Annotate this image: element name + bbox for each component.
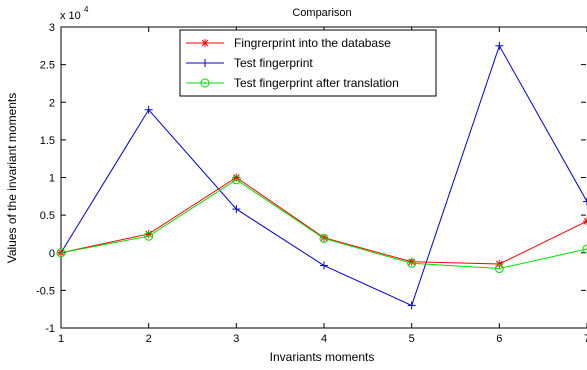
y-tick-label: 0.5 xyxy=(40,210,55,222)
plus-marker xyxy=(495,41,504,50)
x-tick-label: 5 xyxy=(409,333,415,345)
series-3 xyxy=(56,175,587,274)
circle-marker xyxy=(582,244,587,254)
y-tick-label: 2.5 xyxy=(40,60,55,72)
x-tick-label: 6 xyxy=(496,333,502,345)
plus-marker xyxy=(232,205,241,214)
y-axis-title: Values of the invariant moments xyxy=(5,93,19,264)
circle-marker xyxy=(407,258,417,268)
plus-marker xyxy=(407,301,416,310)
asterisk-marker-d2 xyxy=(145,230,153,238)
y-multiplier-exponent: 4 xyxy=(84,5,89,14)
circle-marker xyxy=(56,248,66,258)
x-tick-label: 1 xyxy=(58,333,64,345)
legend-entry: Fingrerprint into the database xyxy=(186,36,391,50)
asterisk-marker xyxy=(495,260,504,269)
y-multiplier-label: x 10 xyxy=(60,10,81,22)
chart-title: Comparison xyxy=(292,7,351,19)
y-tick-label: 1 xyxy=(49,173,55,185)
y-tick-label: -1 xyxy=(45,323,55,335)
plus-marker xyxy=(320,261,328,270)
legend-label: Test fingerprint xyxy=(234,56,313,70)
legend-entry: Test fingerprint after translation xyxy=(186,76,399,90)
series-line xyxy=(60,179,587,270)
y-tick-label: 0 xyxy=(49,248,55,260)
legend-label: Fingrerprint into the database xyxy=(234,36,391,50)
circle-marker xyxy=(144,231,154,241)
plus-marker xyxy=(144,105,153,114)
circle-marker xyxy=(319,233,329,243)
x-tick-label: 7 xyxy=(584,333,587,345)
x-axis-title: Invariants moments xyxy=(270,350,375,364)
circle-marker-dot xyxy=(235,178,238,181)
legend-entry: Test fingerprint xyxy=(186,56,313,70)
circle-marker-dot xyxy=(147,235,150,237)
asterisk-marker-d2 xyxy=(232,174,240,181)
circle-marker xyxy=(231,175,241,185)
y-multiplier: x 10 4 xyxy=(60,5,89,22)
plus-marker xyxy=(583,197,587,206)
y-tick-label: 3 xyxy=(49,22,55,34)
legend-box xyxy=(179,29,437,97)
circle-marker-dot xyxy=(204,82,206,84)
asterisk-marker-d2 xyxy=(583,220,587,225)
series-1 xyxy=(57,173,587,269)
asterisk-marker-d2 xyxy=(495,260,503,268)
x-tick-label: 4 xyxy=(321,333,327,345)
y-tick-label: 1.5 xyxy=(40,135,55,147)
y-tick-label: -0.5 xyxy=(36,285,55,297)
y-tick-label: 2 xyxy=(49,97,55,109)
legend: Fingrerprint into the database Test finge… xyxy=(179,29,437,97)
asterisk-marker xyxy=(201,39,209,47)
circle-marker xyxy=(494,264,504,274)
asterisk-marker xyxy=(583,217,587,226)
x-tick-label: 2 xyxy=(146,333,152,345)
circle-marker xyxy=(200,78,210,88)
x-tick-label: 3 xyxy=(233,333,239,345)
circle-marker-dot xyxy=(60,251,62,254)
legend-label: Test fingerprint after translation xyxy=(234,76,399,90)
plus-marker xyxy=(201,59,209,67)
circle-marker-dot xyxy=(498,267,501,270)
circle-marker-dot xyxy=(410,262,413,265)
asterisk-marker-d1 xyxy=(583,217,587,222)
series-line xyxy=(60,176,587,265)
circle-marker-dot xyxy=(323,237,325,240)
asterisk-marker-d2 xyxy=(201,39,209,47)
